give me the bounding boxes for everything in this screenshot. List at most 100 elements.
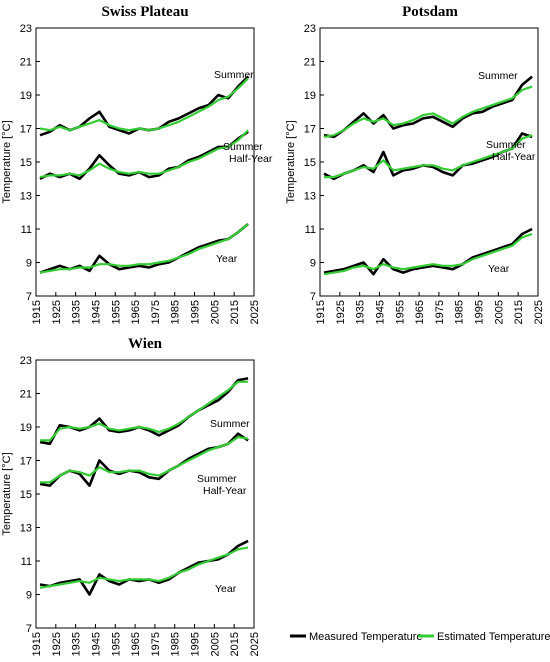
series-estimated-summer: [323, 85, 533, 138]
x-tick-label: 1975: [434, 300, 446, 324]
x-tick-label: 1995: [474, 300, 486, 324]
x-tick-label: 2025: [249, 300, 261, 324]
y-tick-label: 17: [20, 456, 32, 468]
y-tick-label: 13: [20, 523, 32, 535]
series-measured-year: [323, 227, 533, 276]
x-tick-label: 1915: [315, 300, 327, 324]
series-estimated-summer-half-year: [39, 129, 249, 179]
y-tick-label: 13: [20, 191, 32, 203]
x-tick-label: 1915: [31, 632, 43, 656]
x-tick-label: 2005: [493, 300, 505, 324]
y-tick-label: 11: [21, 224, 32, 236]
annotation-summer: Summer: [214, 69, 254, 81]
x-tick-label: 1995: [190, 632, 202, 656]
x-tick-label: 1995: [190, 300, 202, 324]
y-tick-label: 21: [20, 389, 32, 401]
y-tick-label: 13: [304, 191, 316, 203]
x-tick-label: 1975: [150, 632, 162, 656]
panel-title: Swiss Plateau: [101, 4, 188, 20]
y-tick-label: 21: [304, 57, 316, 69]
x-tick-label: 1945: [374, 300, 386, 324]
x-tick-label: 1965: [130, 300, 142, 324]
series-estimated-summer: [39, 77, 249, 132]
panel-title: Wien: [128, 336, 163, 352]
series-measured-summer: [39, 377, 249, 446]
x-tick-label: 2005: [209, 300, 221, 324]
panel-wien: Wien 7 9 11 13 15 17 19 21 23 1915 1925 1935 1945 1955…: [1, 336, 261, 656]
panel-title: Potsdam: [402, 4, 458, 20]
annotation-year: Year: [215, 583, 237, 595]
x-tick-label: 1985: [170, 300, 182, 324]
y-tick-label: 9: [26, 258, 32, 270]
series-estimated-year: [39, 223, 249, 274]
y-tick-label: 23: [20, 355, 32, 367]
legend-label-estimated: Estimated Temperature: [437, 631, 550, 643]
y-tick-label: 15: [304, 157, 316, 169]
x-tick-label: 1935: [71, 300, 83, 324]
annotation-summer: Summer: [478, 70, 518, 82]
x-tick-label: 1935: [355, 300, 367, 324]
annotation-year: Year: [488, 263, 510, 275]
panel-swiss-plateau: Swiss Plateau 7 9 11 13 15 17 19 21 23 1915 1925 193…: [1, 4, 273, 324]
x-tick-label: 1925: [51, 300, 63, 324]
x-tick-label: 1955: [110, 300, 122, 324]
annotation-year: Year: [216, 253, 238, 265]
annotation-summer-half-year: Summer Half-Year: [486, 139, 536, 163]
x-tick-label: 1985: [454, 300, 466, 324]
y-tick-label: 19: [304, 90, 316, 102]
series-estimated-year: [39, 546, 249, 589]
x-tick-label: 1925: [335, 300, 347, 324]
x-tick-label: 2015: [229, 300, 241, 324]
x-tick-label: 1965: [130, 632, 142, 656]
x-tick-label: 1965: [414, 300, 426, 324]
x-tick-label: 1935: [71, 632, 83, 656]
series-measured-summer: [39, 75, 250, 137]
y-tick-label: 7: [26, 291, 32, 303]
x-tick-label: 1945: [90, 300, 102, 324]
y-tick-label: 23: [20, 23, 32, 35]
y-tick-label: 7: [26, 623, 32, 635]
series-measured-summer: [323, 75, 533, 139]
series-estimated-summer-half-year: [324, 134, 533, 179]
series-estimated-year: [323, 232, 533, 276]
x-tick-label: 1925: [51, 632, 63, 656]
y-axis-label: Temperature [°C]: [1, 120, 13, 203]
y-tick-label: 21: [20, 57, 32, 69]
annotation-summer-half-year: Summer Half-Year: [197, 473, 247, 497]
y-tick-label: 7: [310, 291, 316, 303]
x-tick-label: 2015: [229, 632, 241, 656]
x-tick-label: 1975: [150, 300, 162, 324]
x-tick-label: 1955: [110, 632, 122, 656]
y-axis-label: Temperature [°C]: [285, 120, 297, 203]
series-measured-summer-half-year: [39, 130, 249, 181]
x-tick-label: 2015: [513, 300, 525, 324]
y-tick-label: 9: [26, 590, 32, 602]
y-tick-label: 15: [20, 489, 32, 501]
series-measured-year: [39, 222, 249, 274]
y-tick-label: 23: [304, 23, 316, 35]
legend: Measured Temperature Estimated Temperatu…: [290, 631, 550, 643]
annotation-summer-half-year: Summer Half-Year: [223, 141, 273, 165]
y-tick-label: 11: [21, 556, 32, 568]
y-tick-label: 15: [20, 157, 32, 169]
y-tick-label: 19: [20, 422, 32, 434]
y-tick-label: 9: [310, 258, 316, 270]
series-estimated-summer-half-year: [40, 436, 249, 484]
x-tick-label: 1945: [90, 632, 102, 656]
y-tick-label: 19: [20, 90, 32, 102]
legend-label-measured: Measured Temperature: [309, 631, 423, 643]
panel-potsdam: Potsdam 7 9 11 13 15 17 19 21 23 1915 1925 1935 1945 1…: [285, 4, 545, 324]
series-estimated-summer: [40, 380, 249, 442]
x-tick-label: 2025: [533, 300, 545, 324]
x-tick-label: 1955: [394, 300, 406, 324]
y-tick-label: 11: [305, 224, 316, 236]
y-tick-label: 17: [304, 124, 316, 136]
x-tick-label: 1985: [170, 632, 182, 656]
y-axis-label: Temperature [°C]: [1, 452, 13, 535]
annotation-summer: Summer: [210, 418, 250, 430]
x-tick-label: 2025: [249, 632, 261, 656]
x-tick-label: 1915: [31, 300, 43, 324]
y-tick-label: 17: [20, 124, 32, 136]
x-tick-label: 2005: [209, 632, 221, 656]
